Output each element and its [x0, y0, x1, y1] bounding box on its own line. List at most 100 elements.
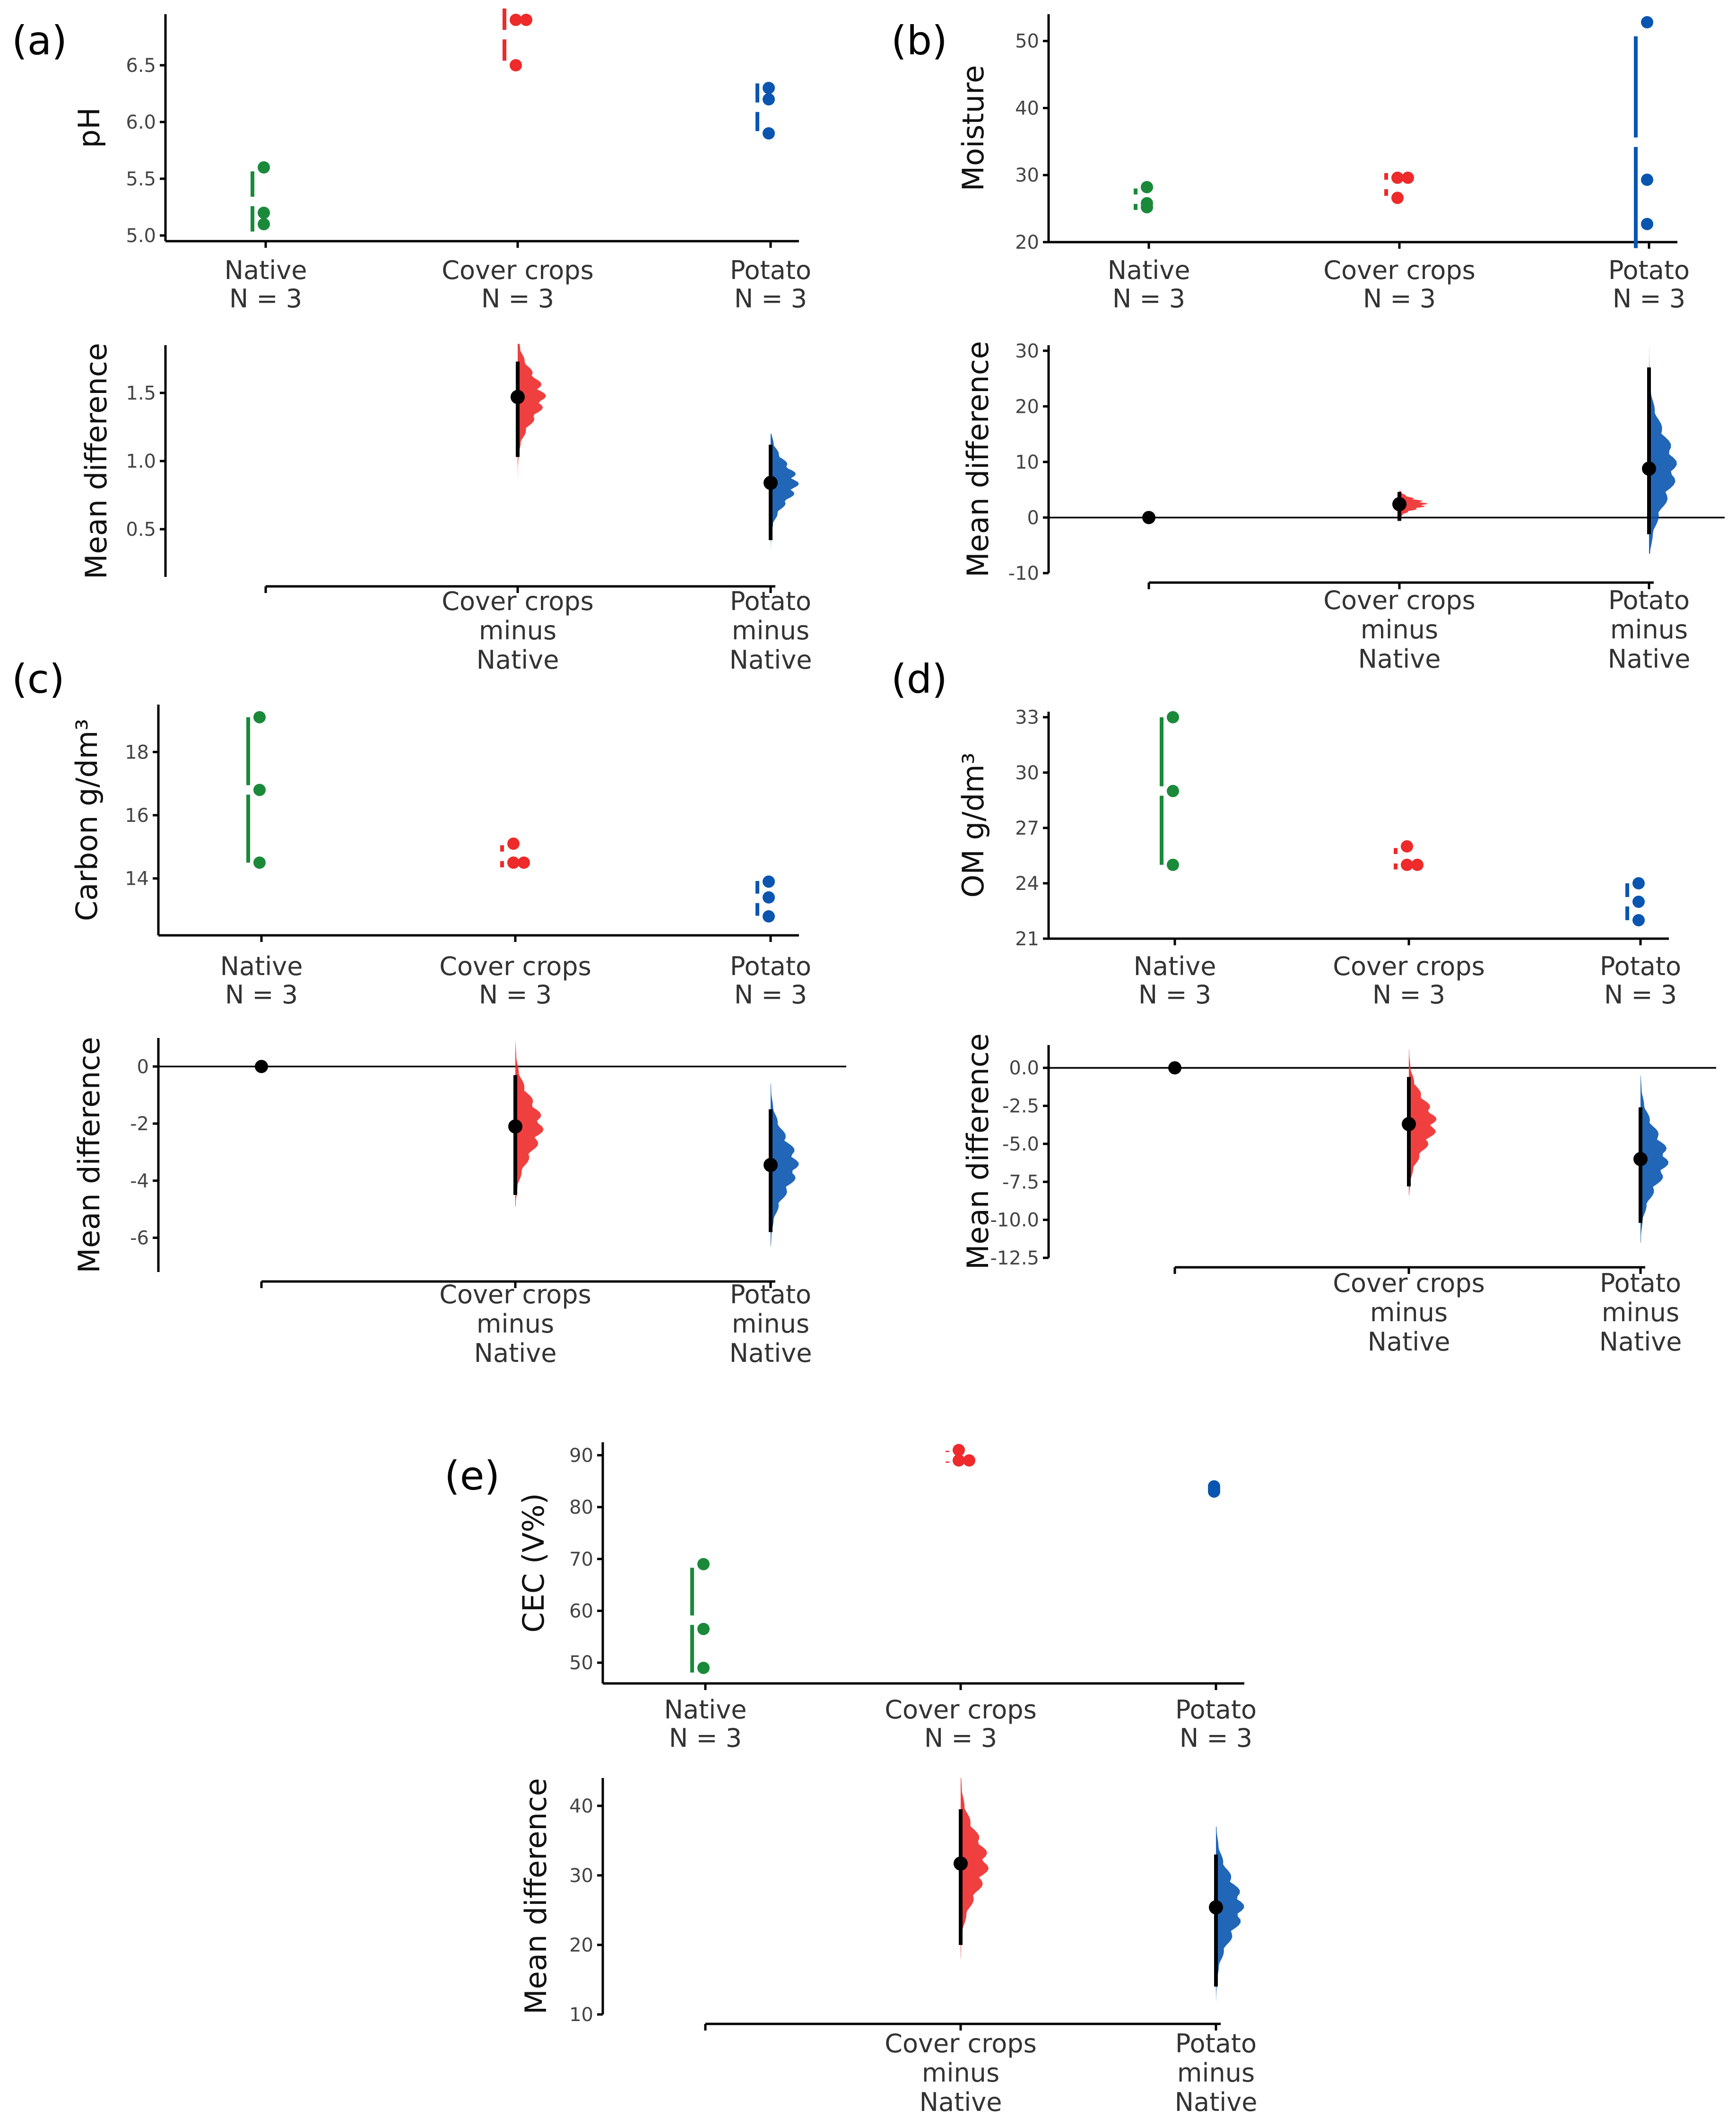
data-point — [1167, 858, 1179, 871]
y-tick-label: 10 — [569, 2004, 593, 2026]
data-point — [763, 891, 775, 904]
comparison-label-line: Native — [1358, 644, 1441, 674]
category-label: Potato — [1600, 951, 1681, 981]
y-tick-label: 27 — [1015, 818, 1039, 839]
y-axis-title: CEC (V%) — [516, 1493, 551, 1632]
panel-label: (a) — [12, 17, 67, 64]
n-label: N = 3 — [225, 980, 298, 1010]
panel-label: (c) — [12, 656, 65, 702]
data-point — [258, 218, 270, 230]
comparison-label-line: Cover crops — [1333, 1268, 1484, 1298]
n-label: N = 3 — [1138, 980, 1211, 1010]
y-tick-label: 30 — [1015, 762, 1039, 784]
comparison-label-line: Cover crops — [1323, 585, 1475, 615]
y-tick-label: 14 — [125, 868, 149, 890]
y-tick-label: 20 — [569, 1935, 593, 1956]
mean-difference-point — [954, 1856, 968, 1871]
comparison-label-line: minus — [1370, 1298, 1448, 1327]
data-point — [507, 837, 520, 850]
n-label: N = 3 — [479, 980, 552, 1010]
y-tick-label: 30 — [1015, 165, 1039, 186]
y-tick-label: -2.5 — [1002, 1096, 1039, 1117]
data-point — [1167, 711, 1179, 723]
y-tick-label: 0 — [137, 1056, 149, 1078]
y-tick-label: 40 — [569, 1796, 593, 1817]
category-label: Cover crops — [1333, 951, 1484, 981]
data-point — [697, 1622, 710, 1635]
bootstrap-distribution — [1649, 348, 1677, 554]
data-point — [697, 1662, 710, 1674]
y-axis-title: Carbon g/dm³ — [69, 719, 104, 921]
data-point — [1402, 171, 1414, 184]
y-tick-label: 18 — [125, 741, 149, 763]
data-point — [953, 1444, 965, 1456]
comparison-label-line: minus — [1610, 615, 1688, 645]
data-point — [1208, 1485, 1220, 1498]
mean-difference-point — [1402, 1117, 1416, 1132]
y-tick-label: 30 — [1015, 340, 1039, 362]
reference-group-point — [255, 1060, 268, 1073]
comparison-label-line: minus — [1361, 615, 1438, 645]
n-label: N = 3 — [669, 1723, 742, 1753]
comparison-label-line: Potato — [1608, 585, 1690, 615]
y-tick-label: 70 — [569, 1549, 593, 1570]
y-axis-title: pH — [72, 107, 106, 148]
y-tick-label: 16 — [125, 805, 149, 827]
comparison-label-line: Native — [1599, 1327, 1682, 1357]
mean-difference-point — [764, 476, 778, 490]
comparison-label-line: Native — [1175, 2087, 1258, 2117]
data-point — [1391, 171, 1404, 184]
data-point — [253, 784, 266, 796]
data-point — [518, 856, 530, 869]
category-label: Cover crops — [1323, 255, 1475, 285]
y-tick-label: 6.0 — [126, 112, 156, 133]
y-tick-label: 20 — [1015, 232, 1039, 253]
category-label: Cover crops — [439, 951, 591, 981]
category-label: Cover crops — [885, 1695, 1036, 1725]
category-label: Potato — [1175, 1695, 1257, 1725]
data-point — [253, 711, 266, 723]
bootstrap-distribution — [771, 434, 799, 550]
bootstrap-distribution — [1399, 491, 1428, 522]
mean-difference-point — [764, 1158, 778, 1172]
data-point — [1641, 174, 1653, 186]
n-label: N = 3 — [1372, 980, 1445, 1010]
y-tick-label: -2 — [130, 1113, 149, 1135]
y-tick-label: 24 — [1015, 873, 1039, 895]
mean-difference-plot: -12.5 -10.0 -7.5 -5.0 -2.5 0.0 Mean difference… — [961, 1033, 1716, 1357]
bootstrap-distribution — [961, 1778, 989, 1959]
data-point — [1141, 181, 1153, 193]
bootstrap-distribution — [1409, 1049, 1437, 1196]
comparison-label-line: minus — [732, 616, 809, 645]
y-tick-label: 1.0 — [126, 451, 156, 472]
category-label: Cover crops — [442, 255, 593, 285]
bootstrap-distribution — [518, 344, 546, 480]
data-point — [763, 127, 775, 139]
data-point — [963, 1454, 975, 1467]
comparison-label-line: Native — [729, 1338, 812, 1368]
y-tick-label: 1.5 — [126, 383, 156, 404]
comparison-label-line: Native — [920, 2087, 1002, 2117]
y-axis-title: Mean difference — [519, 1778, 553, 2014]
panel-label: (b) — [891, 17, 947, 64]
data-point — [507, 856, 520, 869]
y-tick-label: 0.5 — [126, 519, 156, 540]
y-tick-label: 5.0 — [126, 225, 156, 247]
panel-label: (e) — [444, 1453, 500, 1499]
